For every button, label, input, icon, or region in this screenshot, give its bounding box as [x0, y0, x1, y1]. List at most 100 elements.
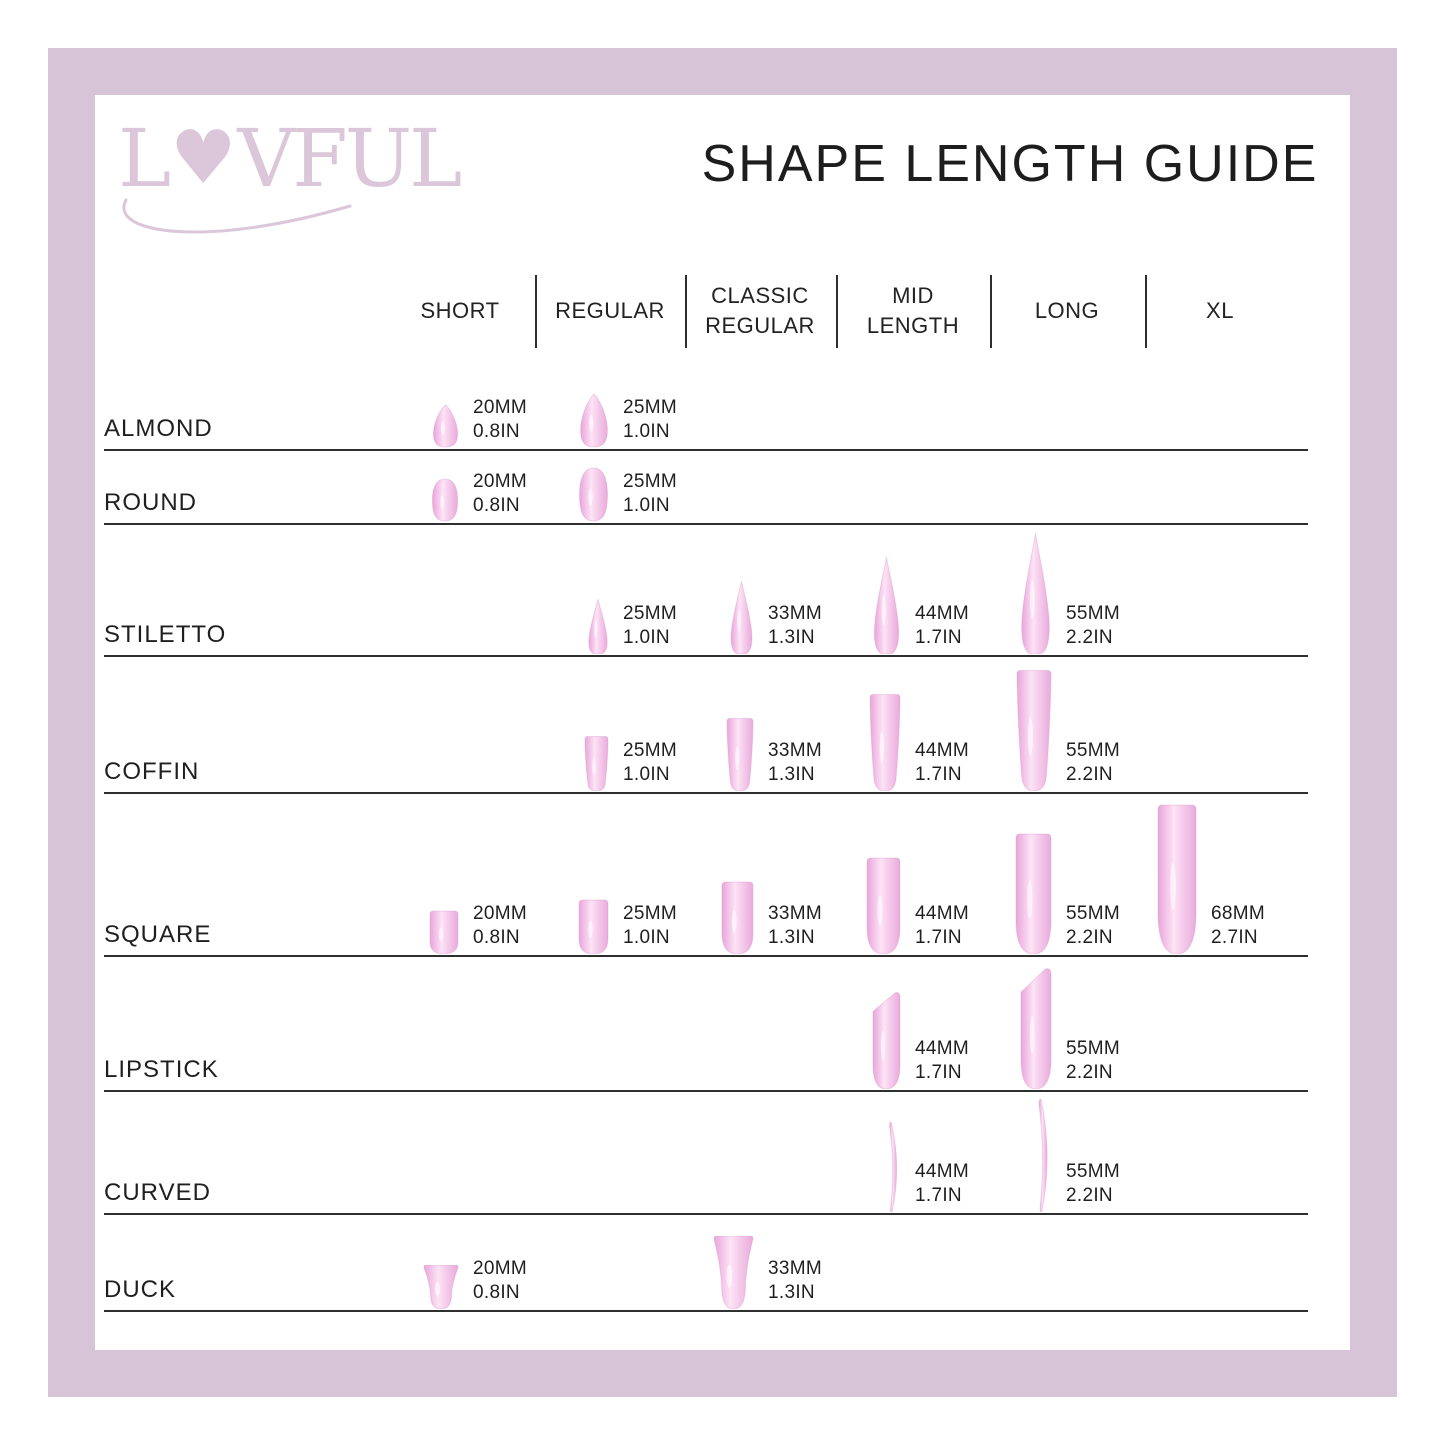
stiletto-nail-graphic [872, 556, 901, 659]
length-mm: 68MM [1211, 903, 1265, 924]
almond-nail-graphic [432, 404, 459, 453]
coffin-nail-graphic [726, 718, 754, 796]
length-in: 1.0IN [623, 421, 670, 442]
length-mm: 33MM [768, 603, 822, 624]
length-mm: 25MM [623, 603, 677, 624]
length-mm: 55MM [1066, 603, 1120, 624]
length-mm: 44MM [915, 1038, 969, 1059]
row-label-almond: ALMOND [104, 415, 213, 442]
length-in: 1.7IN [915, 627, 962, 648]
row-divider-curved [104, 1213, 1308, 1215]
round-nail-graphic [578, 467, 609, 527]
length-mm: 25MM [623, 471, 677, 492]
length-in: 2.2IN [1066, 1185, 1113, 1206]
guide-panel [95, 95, 1350, 1350]
square-nail-graphic [1157, 804, 1197, 959]
measurement-label: 55MM 2.2IN [1066, 602, 1120, 650]
row-label-square: SQUARE [104, 921, 212, 948]
length-in: 1.3IN [768, 1282, 815, 1303]
length-mm: 20MM [473, 1258, 527, 1279]
column-header-classic_regular: CLASSIC REGULAR [705, 281, 815, 341]
measurement-label: 55MM 2.2IN [1066, 739, 1120, 787]
square-nail-graphic [866, 857, 901, 959]
row-label-duck: DUCK [104, 1276, 177, 1303]
length-in: 2.2IN [1066, 1062, 1113, 1083]
logo-rest: VFUL [237, 112, 462, 205]
logo-letter-l: L [118, 112, 171, 205]
column-separator-2 [685, 275, 687, 348]
length-mm: 25MM [623, 397, 677, 418]
length-in: 1.7IN [915, 764, 962, 785]
measurement-label: 20MM 0.8IN [473, 1257, 527, 1305]
length-in: 0.8IN [473, 421, 520, 442]
measurement-label: 33MM 1.3IN [768, 739, 822, 787]
square-nail-graphic [1015, 833, 1052, 959]
column-separator-5 [1145, 275, 1147, 348]
duck-nail-graphic [713, 1235, 754, 1314]
measurement-label: 55MM 2.2IN [1066, 1037, 1120, 1085]
length-mm: 20MM [473, 397, 527, 418]
column-separator-3 [836, 275, 838, 348]
coffin-nail-graphic [1016, 670, 1052, 796]
row-divider-stiletto [104, 655, 1308, 657]
measurement-label: 44MM 1.7IN [915, 602, 969, 650]
almond-nail-graphic [579, 393, 609, 453]
logo-swash-flourish [122, 198, 352, 234]
row-divider-coffin [104, 792, 1308, 794]
row-divider-lipstick [104, 1090, 1308, 1092]
measurement-label: 55MM 2.2IN [1066, 902, 1120, 950]
measurement-label: 44MM 1.7IN [915, 902, 969, 950]
length-mm: 25MM [623, 903, 677, 924]
length-in: 2.2IN [1066, 764, 1113, 785]
length-in: 0.8IN [473, 927, 520, 948]
row-divider-almond [104, 449, 1308, 451]
coffin-nail-graphic [584, 736, 609, 796]
length-mm: 44MM [915, 903, 969, 924]
length-mm: 33MM [768, 1258, 822, 1279]
column-separator-4 [990, 275, 992, 348]
column-header-line: SHORT [420, 298, 500, 323]
column-separator-1 [535, 275, 537, 348]
column-header-mid_length: MID LENGTH [867, 281, 959, 341]
length-in: 2.2IN [1066, 627, 1113, 648]
length-in: 1.0IN [623, 627, 670, 648]
length-mm: 20MM [473, 903, 527, 924]
measurement-label: 44MM 1.7IN [915, 739, 969, 787]
square-nail-graphic [578, 899, 609, 959]
length-mm: 33MM [768, 903, 822, 924]
coffin-nail-graphic [869, 694, 901, 796]
measurement-label: 55MM 2.2IN [1066, 1160, 1120, 1208]
measurement-label: 33MM 1.3IN [768, 902, 822, 950]
length-in: 1.7IN [915, 1062, 962, 1083]
square-nail-graphic [721, 881, 754, 959]
length-in: 1.3IN [768, 927, 815, 948]
stiletto-nail-graphic [587, 598, 609, 659]
column-header-line: REGULAR [555, 298, 665, 323]
length-mm: 44MM [915, 740, 969, 761]
page-title: SHAPE LENGTH GUIDE [701, 135, 1319, 193]
row-divider-round [104, 523, 1308, 525]
row-label-coffin: COFFIN [104, 758, 200, 785]
length-mm: 44MM [915, 1161, 969, 1182]
measurement-label: 20MM 0.8IN [473, 470, 527, 518]
length-in: 1.0IN [623, 495, 670, 516]
curved-nail-graphic [1035, 1098, 1052, 1217]
measurement-label: 25MM 1.0IN [623, 470, 677, 518]
measurement-label: 44MM 1.7IN [915, 1037, 969, 1085]
column-header-line: REGULAR [705, 313, 815, 338]
duck-nail-graphic [423, 1264, 459, 1314]
length-mm: 33MM [768, 740, 822, 761]
length-in: 2.2IN [1066, 927, 1113, 948]
length-mm: 25MM [623, 740, 677, 761]
column-header-line: CLASSIC [711, 283, 809, 308]
lipstick-nail-graphic [871, 992, 901, 1094]
measurement-label: 20MM 0.8IN [473, 902, 527, 950]
measurement-label: 44MM 1.7IN [915, 1160, 969, 1208]
row-label-curved: CURVED [104, 1179, 211, 1206]
column-header-line: LENGTH [866, 313, 960, 338]
stiletto-nail-graphic [729, 580, 754, 659]
column-header-line: LONG [1034, 298, 1100, 323]
length-mm: 20MM [473, 471, 527, 492]
column-header-short: SHORT [420, 296, 499, 326]
heart-icon: ♥ [170, 115, 236, 201]
